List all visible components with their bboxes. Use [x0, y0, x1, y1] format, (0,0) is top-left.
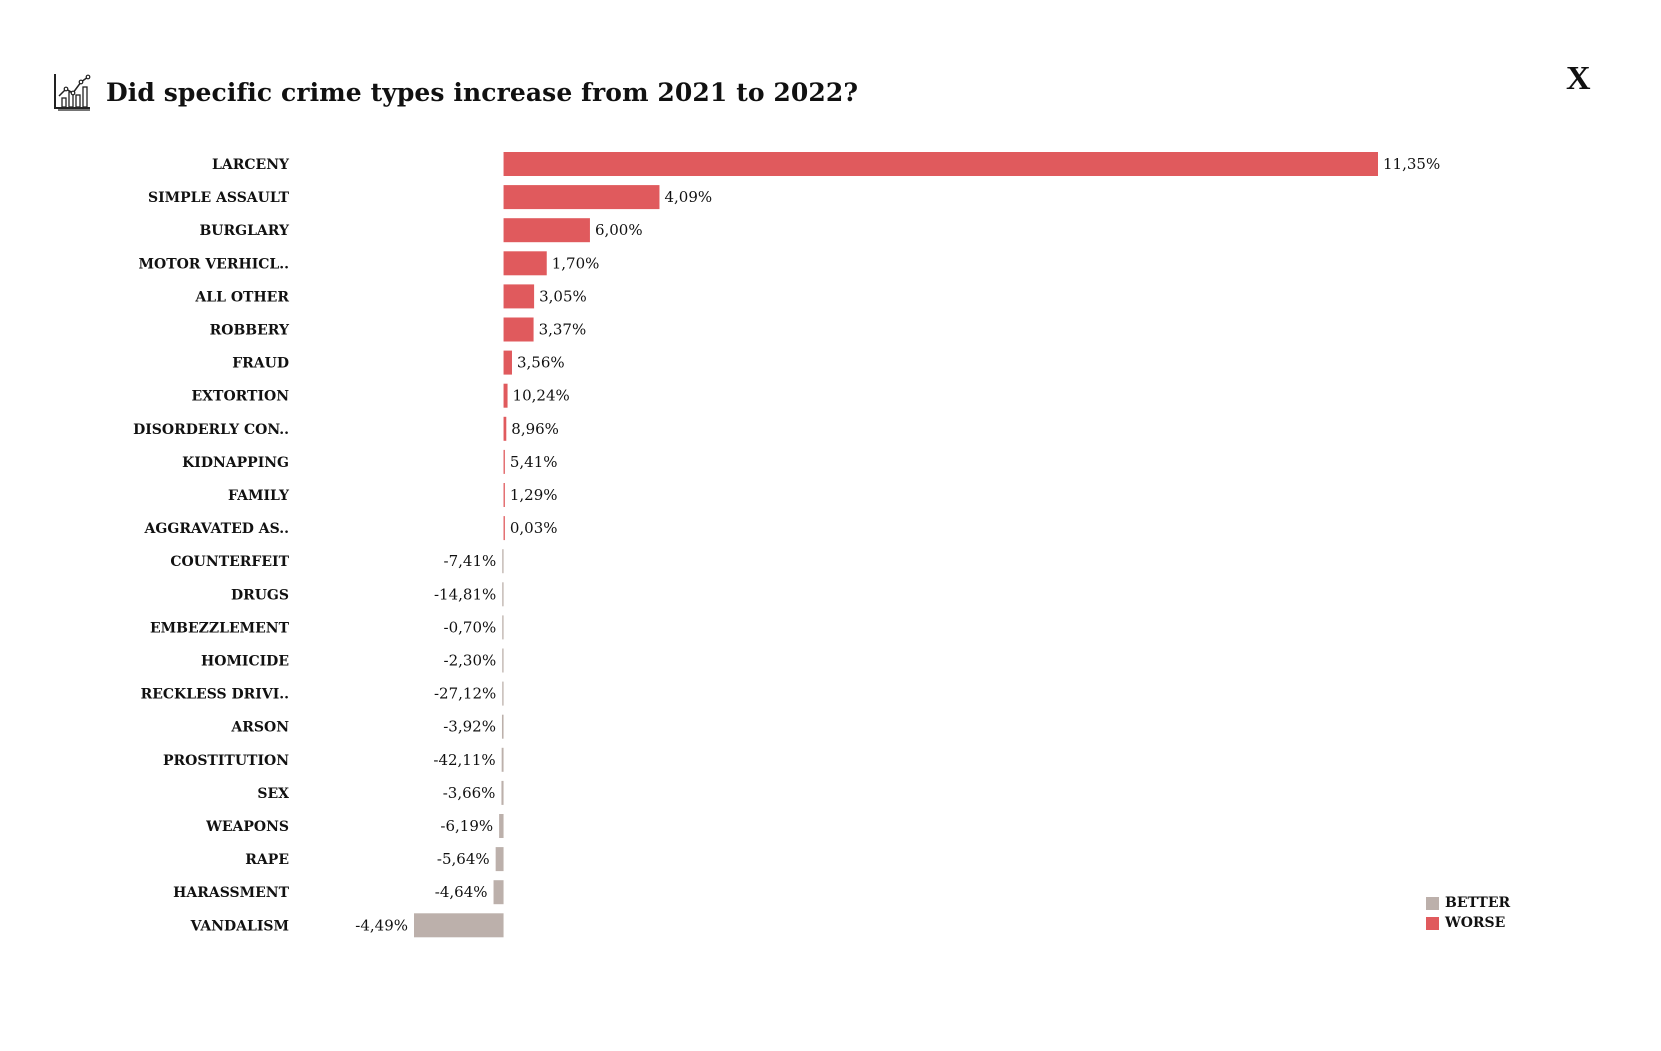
bar-prostitution[interactable]	[501, 747, 504, 772]
bar-aggravated-as[interactable]	[503, 516, 505, 541]
bar-motor-verhicl[interactable]	[503, 251, 547, 276]
bar-counterfeit[interactable]	[502, 549, 504, 574]
bar-all-other[interactable]	[503, 284, 535, 309]
data-label-weapons: -6,19%	[440, 817, 493, 835]
data-label-kidnapping: 5,41%	[510, 453, 558, 471]
category-label-counterfeit: COUNTERFEIT	[170, 554, 289, 570]
bar-vandalism[interactable]	[414, 913, 504, 938]
data-label-simple-assault: 4,09%	[664, 188, 712, 206]
category-label-family: FAMILY	[228, 488, 290, 504]
data-label-prostitution: -42,11%	[433, 751, 495, 769]
data-label-harassment: -4,64%	[435, 883, 488, 901]
legend-swatch-better	[1426, 896, 1439, 910]
category-label-arson: ARSON	[230, 720, 289, 736]
data-label-burglary: 6,00%	[595, 221, 643, 239]
page-title: Did specific crime types increase from 2…	[106, 77, 859, 107]
data-label-counterfeit: -7,41%	[444, 552, 497, 570]
bar-rape[interactable]	[495, 847, 504, 872]
bar-larceny[interactable]	[503, 152, 1379, 176]
data-label-sex: -3,66%	[443, 784, 496, 802]
category-label-harassment: HARASSMENT	[173, 885, 289, 901]
category-label-embezzlement: EMBEZZLEMENT	[150, 620, 290, 636]
category-label-motor-verhicl: MOTOR VERHICL..	[139, 256, 290, 272]
bar-simple-assault[interactable]	[503, 185, 660, 210]
data-label-vandalism: -4,49%	[355, 916, 408, 934]
category-label-weapons: WEAPONS	[205, 819, 289, 835]
category-label-drugs: DRUGS	[231, 587, 289, 603]
category-label-aggravated-as: AGGRAVATED AS..	[144, 521, 289, 537]
legend-swatch-worse	[1426, 916, 1439, 930]
category-label-simple-assault: SIMPLE ASSAULT	[148, 190, 290, 206]
bar-drugs[interactable]	[502, 582, 504, 607]
category-label-all-other: ALL OTHER	[194, 289, 289, 305]
data-label-fraud: 3,56%	[517, 354, 565, 372]
category-label-reckless-drivi: RECKLESS DRIVI..	[141, 687, 289, 703]
line-chart-icon	[52, 72, 92, 112]
category-label-burglary: BURGLARY	[199, 223, 290, 239]
category-label-larceny: LARCENY	[212, 157, 290, 173]
category-label-fraud: FRAUD	[232, 356, 289, 372]
category-label-homicide: HOMICIDE	[201, 654, 289, 670]
bar-burglary[interactable]	[503, 218, 590, 243]
bar-arson[interactable]	[501, 714, 504, 739]
legend: BETTER WORSE	[1426, 893, 1510, 933]
bar-extortion[interactable]	[503, 383, 508, 408]
data-label-homicide: -2,30%	[444, 652, 497, 670]
category-label-robbery: ROBBERY	[210, 323, 290, 339]
bar-homicide[interactable]	[502, 648, 504, 673]
bar-kidnapping[interactable]	[503, 449, 505, 474]
data-label-reckless-drivi: -27,12%	[434, 685, 496, 703]
legend-item-better: BETTER	[1426, 893, 1510, 913]
data-label-all-other: 3,05%	[539, 287, 587, 305]
bar-family[interactable]	[503, 483, 505, 507]
bar-reckless-drivi[interactable]	[502, 681, 504, 706]
category-label-disorderly-con: DISORDERLY CON..	[133, 422, 289, 438]
bar-embezzlement[interactable]	[502, 615, 504, 640]
data-label-rape: -5,64%	[437, 850, 490, 868]
data-label-motor-verhicl: 1,70%	[552, 254, 600, 272]
data-label-robbery: 3,37%	[539, 321, 587, 339]
data-label-larceny: 11,35%	[1383, 155, 1440, 173]
bar-harassment[interactable]	[493, 880, 504, 905]
chart-header: Did specific crime types increase from 2…	[52, 72, 858, 112]
bar-weapons[interactable]	[499, 814, 504, 838]
close-button[interactable]: X	[1566, 60, 1591, 97]
category-label-rape: RAPE	[245, 852, 289, 868]
category-label-vandalism: VANDALISM	[190, 918, 289, 934]
data-label-arson: -3,92%	[443, 718, 496, 736]
data-label-family: 1,29%	[510, 486, 558, 504]
data-label-embezzlement: -0,70%	[444, 618, 497, 636]
data-label-disorderly-con: 8,96%	[511, 420, 559, 438]
category-label-kidnapping: KIDNAPPING	[182, 455, 289, 471]
data-label-extortion: 10,24%	[513, 387, 570, 405]
category-label-extortion: EXTORTION	[192, 389, 290, 405]
bar-disorderly-con[interactable]	[503, 416, 507, 441]
data-label-drugs: -14,81%	[434, 585, 496, 603]
data-label-aggravated-as: 0,03%	[510, 519, 558, 537]
legend-label-better: BETTER	[1445, 895, 1511, 911]
legend-item-worse: WORSE	[1426, 913, 1510, 933]
bar-sex[interactable]	[501, 780, 504, 805]
category-label-prostitution: PROSTITUTION	[163, 753, 289, 769]
legend-label-worse: WORSE	[1445, 915, 1506, 931]
bar-fraud[interactable]	[503, 350, 512, 375]
category-label-sex: SEX	[257, 786, 289, 802]
bar-robbery[interactable]	[503, 317, 534, 342]
